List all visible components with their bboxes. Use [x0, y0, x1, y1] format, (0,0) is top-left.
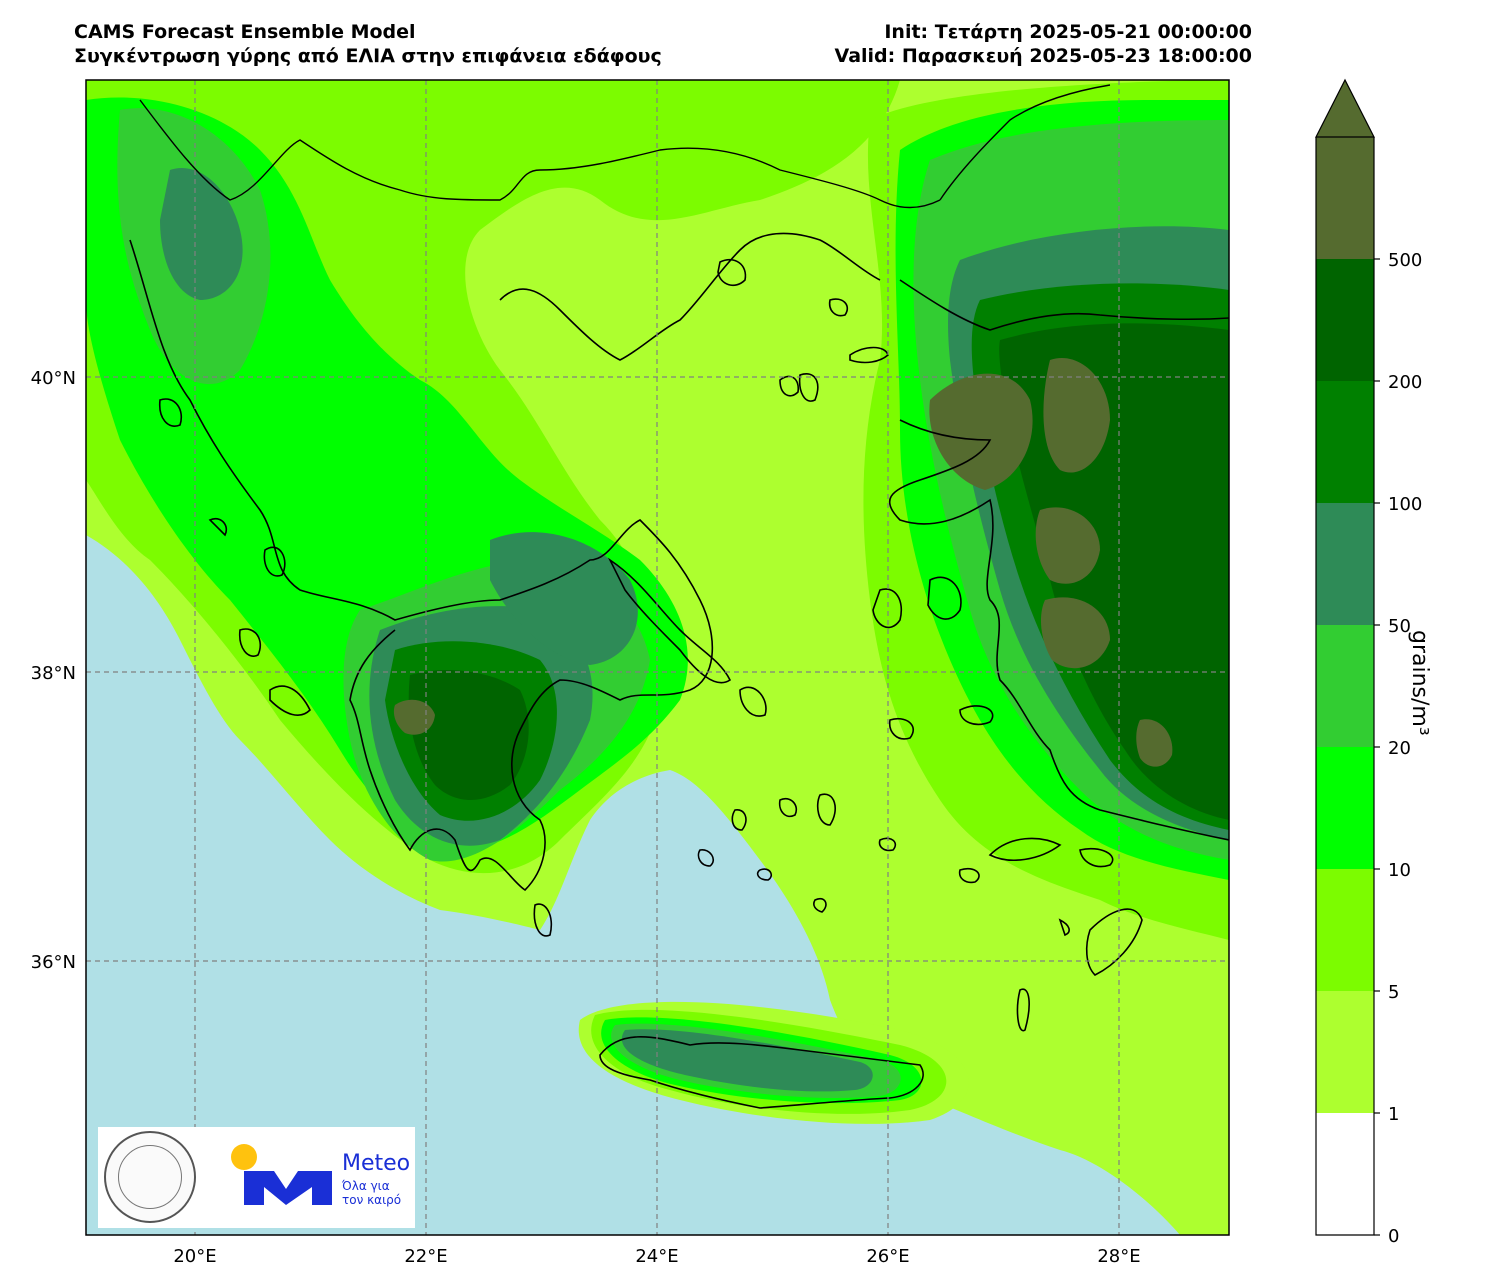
- coastline-chios: [872, 588, 902, 629]
- colorbar-tick-label: 5: [1388, 982, 1399, 1003]
- lon-tick-label: 24°E: [635, 1246, 678, 1267]
- contour-level-500-f: [393, 699, 435, 735]
- meteo-logo-icon: [231, 1144, 332, 1205]
- logo-panel: Meteo Όλα για τον καιρό: [98, 1127, 415, 1228]
- colorbar-segment-100-200: [1316, 381, 1374, 503]
- lon-tick-label: 28°E: [1097, 1246, 1140, 1267]
- coastline-karpathos: [1016, 988, 1030, 1032]
- map-frame: [85, 79, 1230, 1236]
- contour-level-500-b: [1043, 358, 1110, 473]
- colorbar-tick-label: 1: [1388, 1104, 1399, 1125]
- gridlines: [86, 80, 1229, 1235]
- contour-level-500-a: [929, 373, 1033, 490]
- map-title: CAMS Forecast Ensemble Model Συγκέντρωση…: [74, 20, 662, 68]
- init-time: Init: Τετάρτη 2025-05-21 00:00:00: [884, 21, 1252, 43]
- title-line-variable: Συγκέντρωση γύρης από ΕΛΙΑ στην επιφάνει…: [74, 45, 662, 67]
- map-plot-area: [86, 80, 1229, 1235]
- contour-level-500-c: [1035, 507, 1100, 584]
- coastline-rhodes: [1085, 908, 1143, 976]
- colorbar-tick-label: 100: [1388, 494, 1422, 515]
- colorbar-tick-label: 200: [1388, 372, 1422, 393]
- title-line-model: CAMS Forecast Ensemble Model: [74, 21, 416, 43]
- coastlines: [129, 232, 1229, 1109]
- coastline-thassos: [717, 258, 747, 287]
- colorbar-tick-label: 500: [1388, 250, 1422, 271]
- coastline-cyclades: [697, 686, 1114, 937]
- contour-level-50-west: [160, 168, 243, 300]
- coastline-lesbos: [927, 576, 962, 620]
- lat-tick-label: 36°N: [31, 952, 76, 973]
- border-turkey: [939, 84, 1111, 201]
- colorbar-segment-1-5: [1316, 991, 1374, 1113]
- contour-level-500-d: [1040, 597, 1110, 669]
- coastline-turkey: [888, 279, 1229, 841]
- lat-tick-label: 38°N: [31, 663, 76, 684]
- colorbar-tick-label: 0: [1388, 1226, 1399, 1247]
- lon-tick-label: 22°E: [404, 1246, 447, 1267]
- coastline-ionian: [158, 398, 553, 937]
- lat-tick-label: 40°N: [31, 368, 76, 389]
- meteo-slogan: Όλα για τον καιρό: [342, 1179, 402, 1207]
- contour-level-500-e: [1136, 719, 1173, 767]
- colorbar-tick-label: 10: [1388, 860, 1411, 881]
- border-north: [139, 99, 941, 209]
- coastline-limnos: [849, 346, 889, 364]
- colorbar-extend-arrow: [1315, 78, 1375, 138]
- coastline-euboea: [607, 557, 732, 684]
- contour-level-200-pelop: [408, 670, 529, 800]
- lon-tick-label: 26°E: [866, 1246, 909, 1267]
- coastline-samothrace: [828, 298, 849, 317]
- colorbar-segment-10-20: [1316, 747, 1374, 869]
- contour-crete-50: [621, 1029, 873, 1092]
- meteo-wordmark: Meteo: [342, 1151, 411, 1176]
- colorbar-segment-500-plus: [1316, 137, 1374, 259]
- coastline-mainland: [129, 239, 714, 892]
- colorbar-segment-20-50: [1316, 625, 1374, 747]
- colorbar-segment-50-100: [1316, 503, 1374, 625]
- colorbar-segment-200-500: [1316, 259, 1374, 381]
- colorbar-outline: [1315, 137, 1375, 1236]
- colorbar-segment-5-10: [1316, 869, 1374, 991]
- coastline-crete: [599, 1036, 924, 1109]
- colorbar: 0 1 5 10 20 50 100 200 500: [1315, 78, 1422, 1247]
- colorbar-unit-label: grains/m³: [1407, 630, 1432, 736]
- contour-level-50-attica: [490, 532, 638, 665]
- country-borders: [139, 84, 1111, 209]
- colorbar-segment-0-1: [1316, 1113, 1374, 1235]
- coastline-north: [499, 232, 881, 361]
- colorbar-tick-label: 50: [1388, 616, 1411, 637]
- colorbar-tick-label: 20: [1388, 738, 1411, 759]
- forecast-times: Init: Τετάρτη 2025-05-21 00:00:00 Valid:…: [835, 20, 1252, 68]
- valid-time: Valid: Παρασκευή 2025-05-23 18:00:00: [834, 45, 1252, 67]
- lon-tick-label: 20°E: [173, 1246, 216, 1267]
- observatory-seal-icon: [104, 1131, 196, 1223]
